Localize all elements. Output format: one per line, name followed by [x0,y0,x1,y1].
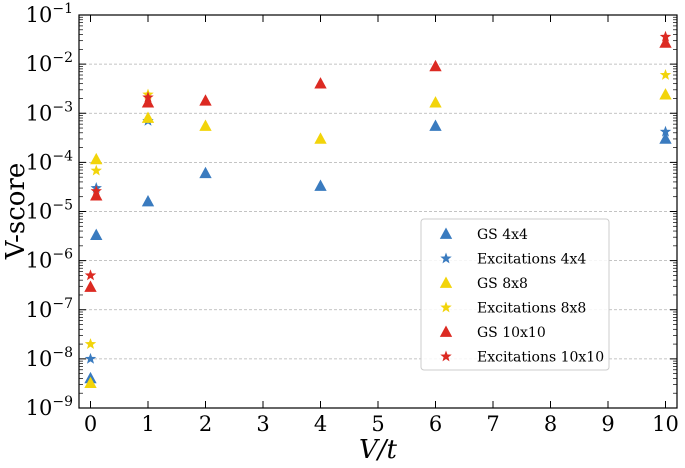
legend-marker [439,227,453,239]
data-point [314,77,327,89]
x-tick-label: 10 [652,412,679,436]
y-tick-label: 10−4 [26,148,73,174]
legend: GS 4x4 Excitations 4x4 GS 8x8 Excitations 8… [420,218,610,371]
data-point [429,96,442,108]
data-point [141,194,155,207]
data-point [429,59,442,72]
y-tick-label: 10−8 [26,345,73,371]
x-tick-label: 5 [371,412,384,436]
data-point [90,189,103,201]
x-tick-label: 3 [256,412,269,436]
data-point [659,125,672,137]
legend-label: GS 8x8 [477,276,528,292]
data-point [199,94,212,106]
data-point [90,228,103,241]
data-point [659,36,672,48]
data-point [84,338,97,349]
y-tick-label: 10−6 [26,247,73,273]
series-2 [84,88,672,389]
y-tick-label: 10−3 [26,99,73,125]
data-point [659,69,672,80]
y-tick-label: 10−7 [26,296,73,322]
legend-label: GS 10x10 [477,325,546,341]
y-axis-title: V-score [1,163,31,261]
data-point [84,376,97,389]
series-0 [84,119,672,384]
x-tick-label: 4 [314,412,327,436]
data-point [141,96,155,108]
legend-marker [440,350,452,362]
x-tick-label: 1 [141,412,154,436]
legend-label: Excitations 4x4 [477,252,586,268]
y-tick-label: 10−1 [26,1,73,27]
x-tick-label: 9 [601,412,614,436]
data-point [199,119,212,131]
legend-marker [440,301,452,313]
x-axis: 0 1 2 3 4 5 6 7 8 9 10 [84,15,679,436]
y-tick-label: 10−5 [26,198,73,224]
x-tick-label: 7 [486,412,499,436]
data-point [84,352,97,364]
series-5 [84,30,672,281]
y-tick-label: 10−9 [26,394,73,420]
y-tick-label: 10−2 [26,50,73,76]
data-point [659,88,672,100]
legend-label: GS 4x4 [477,227,528,243]
data-point [84,280,97,292]
y-axis: 10−9 10−8 10−7 10−6 10−5 10−4 10−3 10−2 10−1 [26,1,677,420]
data-point [84,269,97,281]
x-tick-label: 0 [84,412,97,436]
data-point [142,91,154,103]
data-point [429,119,442,131]
legend-box [420,218,610,371]
data-point [659,30,672,42]
legend-marker [439,325,453,337]
legend-marker [439,276,453,288]
data-point [90,164,102,176]
data-point [90,185,102,196]
data-point [90,152,103,165]
data-marks [84,30,672,389]
data-point [141,111,155,123]
data-point [199,166,212,179]
data-point [659,132,672,144]
x-tick-label: 2 [199,412,212,436]
x-tick-label: 8 [544,412,557,436]
data-point [314,179,327,191]
series-4 [84,36,672,292]
x-axis-title: V/t [359,435,398,465]
data-point [314,132,327,144]
legend-label: Excitations 8x8 [477,301,586,317]
x-tick-label: 6 [429,412,442,436]
legend-marker [440,252,452,264]
legend-label: Excitations 10x10 [477,350,604,366]
